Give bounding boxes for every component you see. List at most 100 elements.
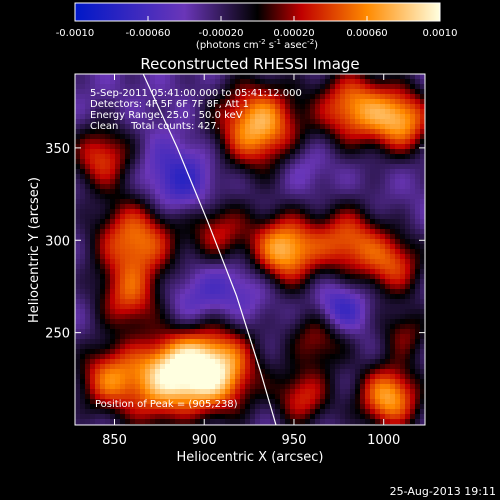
- heatmap-cell: [410, 264, 416, 270]
- heatmap-cell: [210, 344, 216, 350]
- heatmap-cell: [115, 184, 121, 190]
- heatmap-cell: [220, 244, 226, 250]
- heatmap-cell: [390, 374, 396, 380]
- heatmap-cell: [235, 364, 241, 370]
- heatmap-cell: [345, 269, 351, 275]
- heatmap-cell: [85, 279, 91, 285]
- heatmap-cell: [220, 189, 226, 195]
- heatmap-cell: [290, 334, 296, 340]
- heatmap-cell: [295, 339, 301, 345]
- heatmap-cell: [145, 264, 151, 270]
- heatmap-cell: [200, 414, 206, 420]
- heatmap-cell: [215, 289, 221, 295]
- heatmap-cell: [250, 129, 256, 135]
- heatmap-cell: [235, 74, 241, 80]
- heatmap-cell: [140, 274, 146, 280]
- heatmap-cell: [230, 244, 236, 250]
- heatmap-cell: [255, 89, 261, 95]
- heatmap-cell: [415, 304, 421, 310]
- heatmap-cell: [290, 139, 296, 145]
- heatmap-cell: [245, 299, 251, 305]
- heatmap-cell: [225, 289, 231, 295]
- heatmap-cell: [240, 304, 246, 310]
- heatmap-cell: [405, 219, 411, 225]
- heatmap-cell: [390, 74, 396, 80]
- heatmap-cell: [420, 414, 425, 420]
- heatmap-cell: [140, 169, 146, 175]
- heatmap-cell: [265, 379, 271, 385]
- heatmap-cell: [315, 164, 321, 170]
- heatmap-cell: [230, 364, 236, 370]
- heatmap-cell: [125, 114, 131, 120]
- heatmap-cell: [205, 279, 211, 285]
- heatmap-cell: [295, 149, 301, 155]
- heatmap-cell: [315, 354, 321, 360]
- heatmap-cell: [420, 149, 425, 155]
- heatmap-cell: [215, 219, 221, 225]
- heatmap-cell: [375, 264, 381, 270]
- heatmap-cell: [375, 94, 381, 100]
- heatmap-cell: [115, 369, 121, 375]
- heatmap-cell: [125, 169, 131, 175]
- heatmap-cell: [140, 139, 146, 145]
- heatmap-cell: [275, 144, 281, 150]
- heatmap-cell: [280, 139, 286, 145]
- heatmap-cell: [385, 209, 391, 215]
- heatmap-cell: [155, 119, 161, 125]
- heatmap-cell: [135, 164, 141, 170]
- heatmap-cell: [340, 269, 346, 275]
- heatmap-cell: [290, 384, 296, 390]
- heatmap-cell: [130, 114, 136, 120]
- heatmap-cell: [135, 159, 141, 165]
- heatmap-cell: [155, 314, 161, 320]
- heatmap-cell: [340, 184, 346, 190]
- heatmap-cell: [310, 214, 316, 220]
- heatmap-cell: [90, 314, 96, 320]
- heatmap-cell: [405, 364, 411, 370]
- heatmap-cell: [130, 174, 136, 180]
- heatmap-cell: [115, 164, 121, 170]
- heatmap-cell: [105, 419, 111, 425]
- heatmap-cell: [335, 344, 341, 350]
- heatmap-cell: [80, 414, 86, 420]
- heatmap-cell: [410, 279, 416, 285]
- heatmap-cell: [405, 229, 411, 235]
- heatmap-cell: [210, 359, 216, 365]
- heatmap-cell: [210, 334, 216, 340]
- heatmap-cell: [120, 104, 126, 110]
- heatmap-cell: [415, 354, 421, 360]
- heatmap-cell: [225, 249, 231, 255]
- heatmap-cell: [275, 99, 281, 105]
- colorbar: -0.0010 -0.00060 -0.00020 0.00020 0.00060 0.0…: [56, 2, 458, 51]
- heatmap-cell: [275, 409, 281, 415]
- heatmap-cell: [240, 299, 246, 305]
- heatmap-cell: [340, 249, 346, 255]
- heatmap-cell: [115, 74, 121, 80]
- heatmap-cell: [360, 369, 366, 375]
- heatmap-cell: [315, 229, 321, 235]
- heatmap-cell: [285, 269, 291, 275]
- heatmap-cell: [180, 194, 186, 200]
- heatmap-cell: [340, 394, 346, 400]
- heatmap-cell: [290, 214, 296, 220]
- heatmap-cell: [225, 169, 231, 175]
- heatmap-cell: [420, 219, 425, 225]
- heatmap-cell: [205, 299, 211, 305]
- heatmap-cell: [105, 334, 111, 340]
- heatmap-cell: [185, 199, 191, 205]
- heatmap-cell: [345, 379, 351, 385]
- heatmap-cell: [345, 164, 351, 170]
- heatmap-cell: [380, 159, 386, 165]
- heatmap-cell: [125, 244, 131, 250]
- heatmap-cell: [330, 229, 336, 235]
- heatmap-cell: [310, 414, 316, 420]
- heatmap-cell: [175, 79, 181, 85]
- heatmap-cell: [100, 104, 106, 110]
- heatmap-cell: [410, 124, 416, 130]
- heatmap-cell: [395, 154, 401, 160]
- heatmap-cell: [90, 104, 96, 110]
- heatmap-cell: [290, 209, 296, 215]
- heatmap-cell: [410, 89, 416, 95]
- heatmap-cell: [150, 204, 156, 210]
- heatmap-cell: [370, 189, 376, 195]
